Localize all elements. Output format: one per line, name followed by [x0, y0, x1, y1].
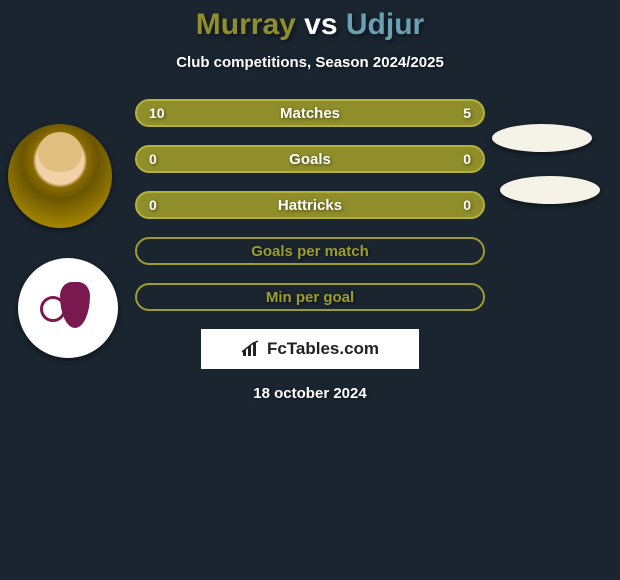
stat-value-right: 0: [463, 197, 471, 213]
stat-value-left: 0: [149, 197, 157, 213]
decor-ellipse-1: [492, 124, 592, 152]
subtitle: Club competitions, Season 2024/2025: [176, 54, 444, 71]
stat-row: Min per goal: [135, 283, 485, 311]
chart-icon: [241, 340, 261, 358]
stat-label: Matches: [280, 105, 340, 122]
date-label: 18 october 2024: [253, 385, 366, 402]
stat-label: Hattricks: [278, 197, 342, 214]
club-crest-icon: [36, 276, 100, 340]
title-vs: vs: [304, 8, 337, 41]
source-logo: FcTables.com: [201, 329, 419, 369]
decor-ellipse-2: [500, 176, 600, 204]
source-logo-text: FcTables.com: [267, 339, 379, 359]
stat-value-left: 0: [149, 151, 157, 167]
stat-row: Goals per match: [135, 237, 485, 265]
stat-row: 10 Matches 5: [135, 99, 485, 127]
stat-label: Goals: [289, 151, 331, 168]
player1-avatar: [8, 124, 112, 228]
stat-value-right: 5: [463, 105, 471, 121]
stat-value-right: 0: [463, 151, 471, 167]
stat-row: 0 Goals 0: [135, 145, 485, 173]
title-player2: Udjur: [346, 8, 424, 41]
title-player1: Murray: [196, 8, 296, 41]
stat-row: 0 Hattricks 0: [135, 191, 485, 219]
stat-label: Goals per match: [251, 243, 369, 260]
page-title: Murray vs Udjur: [196, 8, 424, 42]
stat-value-left: 10: [149, 105, 165, 121]
stat-label: Min per goal: [266, 289, 354, 306]
player2-avatar: [18, 258, 118, 358]
